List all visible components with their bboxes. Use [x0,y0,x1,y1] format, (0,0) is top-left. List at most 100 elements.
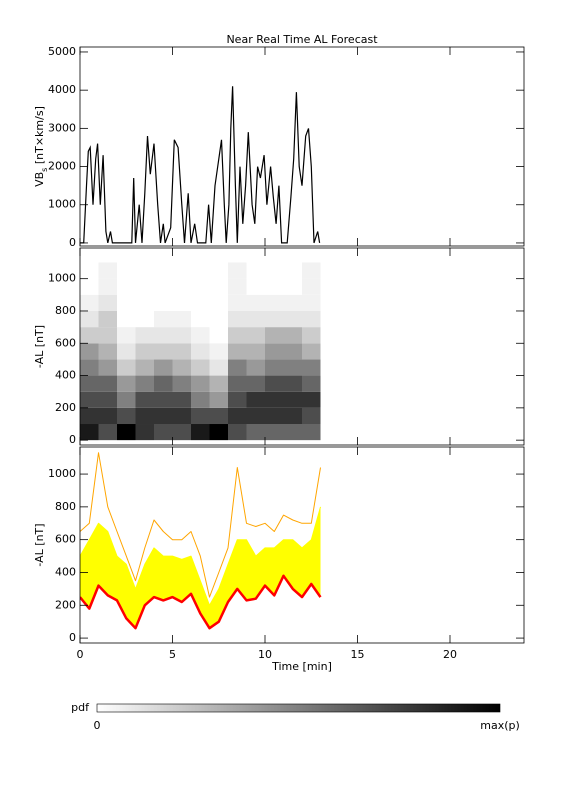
heat-cell [172,359,191,376]
series-line [80,574,322,630]
heat-cell [209,424,228,441]
heat-cell [265,391,284,408]
heat-cell [265,359,284,376]
heat-cell [117,278,136,295]
chart-title: Near Real Time AL Forecast [226,33,378,46]
heat-cell [246,327,265,344]
heat-cell [246,407,265,425]
heat-cell [117,262,136,279]
heat-cell [135,343,154,360]
heat-cell [172,424,191,441]
heat-cell [191,359,210,376]
heat-cell [209,343,228,360]
y-tick-label: 400 [55,565,76,578]
heat-cell [172,375,191,392]
heat-cell [98,262,117,279]
heat-cell [154,359,173,376]
heat-cell [172,294,191,311]
x-axis-label: Time [min] [271,660,332,673]
heat-cell [80,343,99,360]
heat-cell [302,391,321,408]
y-tick-label: 1000 [48,272,76,285]
heat-cell [209,278,228,295]
heat-cell [209,327,228,344]
heat-cell [228,327,247,344]
heat-cell [80,310,99,328]
plot-frame [79,247,525,446]
heat-cell [80,327,99,344]
heat-cell [98,359,117,376]
heat-cell [228,424,247,441]
heat-cell [80,294,99,311]
heat-cell [191,375,210,392]
heat-cell [191,278,210,295]
plot-frame [79,46,525,247]
heat-cell [191,262,210,279]
heat-cell [135,278,154,295]
heat-cell [283,391,302,408]
heat-cell [135,391,154,408]
y-tick-label: 600 [55,533,76,546]
heat-cell [302,278,321,295]
plot-area [80,86,321,244]
y-tick-label: 2000 [48,160,76,173]
heat-cell [265,294,284,311]
heat-cell [172,310,191,328]
heat-cell [172,327,191,344]
heat-cell [172,407,191,425]
heat-cell [246,278,265,295]
heat-cell [246,391,265,408]
y-tick-label: 0 [69,236,76,249]
heat-cell [154,343,173,360]
x-tick-label: 15 [351,648,365,661]
heat-cell [172,262,191,279]
heat-cell [117,424,136,441]
heat-cell [191,424,210,441]
plot-frame [79,446,525,644]
heat-cell [98,391,117,408]
heat-cell [209,294,228,311]
heat-cell [191,327,210,344]
heat-cell [135,375,154,392]
heat-cell [154,327,173,344]
heat-cell [135,294,154,311]
heat-cell [283,294,302,311]
heat-cell [80,375,99,392]
heat-cell [228,278,247,295]
heat-cell [154,375,173,392]
heat-cell [117,294,136,311]
y-axis-label: -AL [nT] [33,523,46,566]
heat-cell [209,407,228,425]
data-line [80,86,321,244]
heat-cell [246,310,265,328]
heat-cell [265,327,284,344]
heat-cell [265,375,284,392]
heat-cell [172,391,191,408]
heat-cell [246,294,265,311]
colorbar [96,703,501,713]
heat-cell [135,327,154,344]
heat-cell [265,278,284,295]
heat-cell [154,407,173,425]
y-tick-label: 5000 [48,45,76,58]
x-tick-label: 0 [77,648,84,661]
y-tick-label: 200 [55,401,76,414]
heat-cell [209,375,228,392]
heat-cell [117,359,136,376]
series-line [80,506,321,606]
heat-cell [117,327,136,344]
x-tick-label: 10 [258,648,272,661]
heat-cell [302,407,321,425]
band-area [80,506,321,629]
heat-cell [228,375,247,392]
colorbar-min: 0 [94,719,101,732]
heat-cell [154,424,173,441]
heat-cell [209,310,228,328]
heat-cell [228,262,247,279]
heat-cell [302,343,321,360]
heat-cell [117,343,136,360]
heat-cell [283,262,302,279]
heat-cell [98,327,117,344]
heat-cell [191,343,210,360]
